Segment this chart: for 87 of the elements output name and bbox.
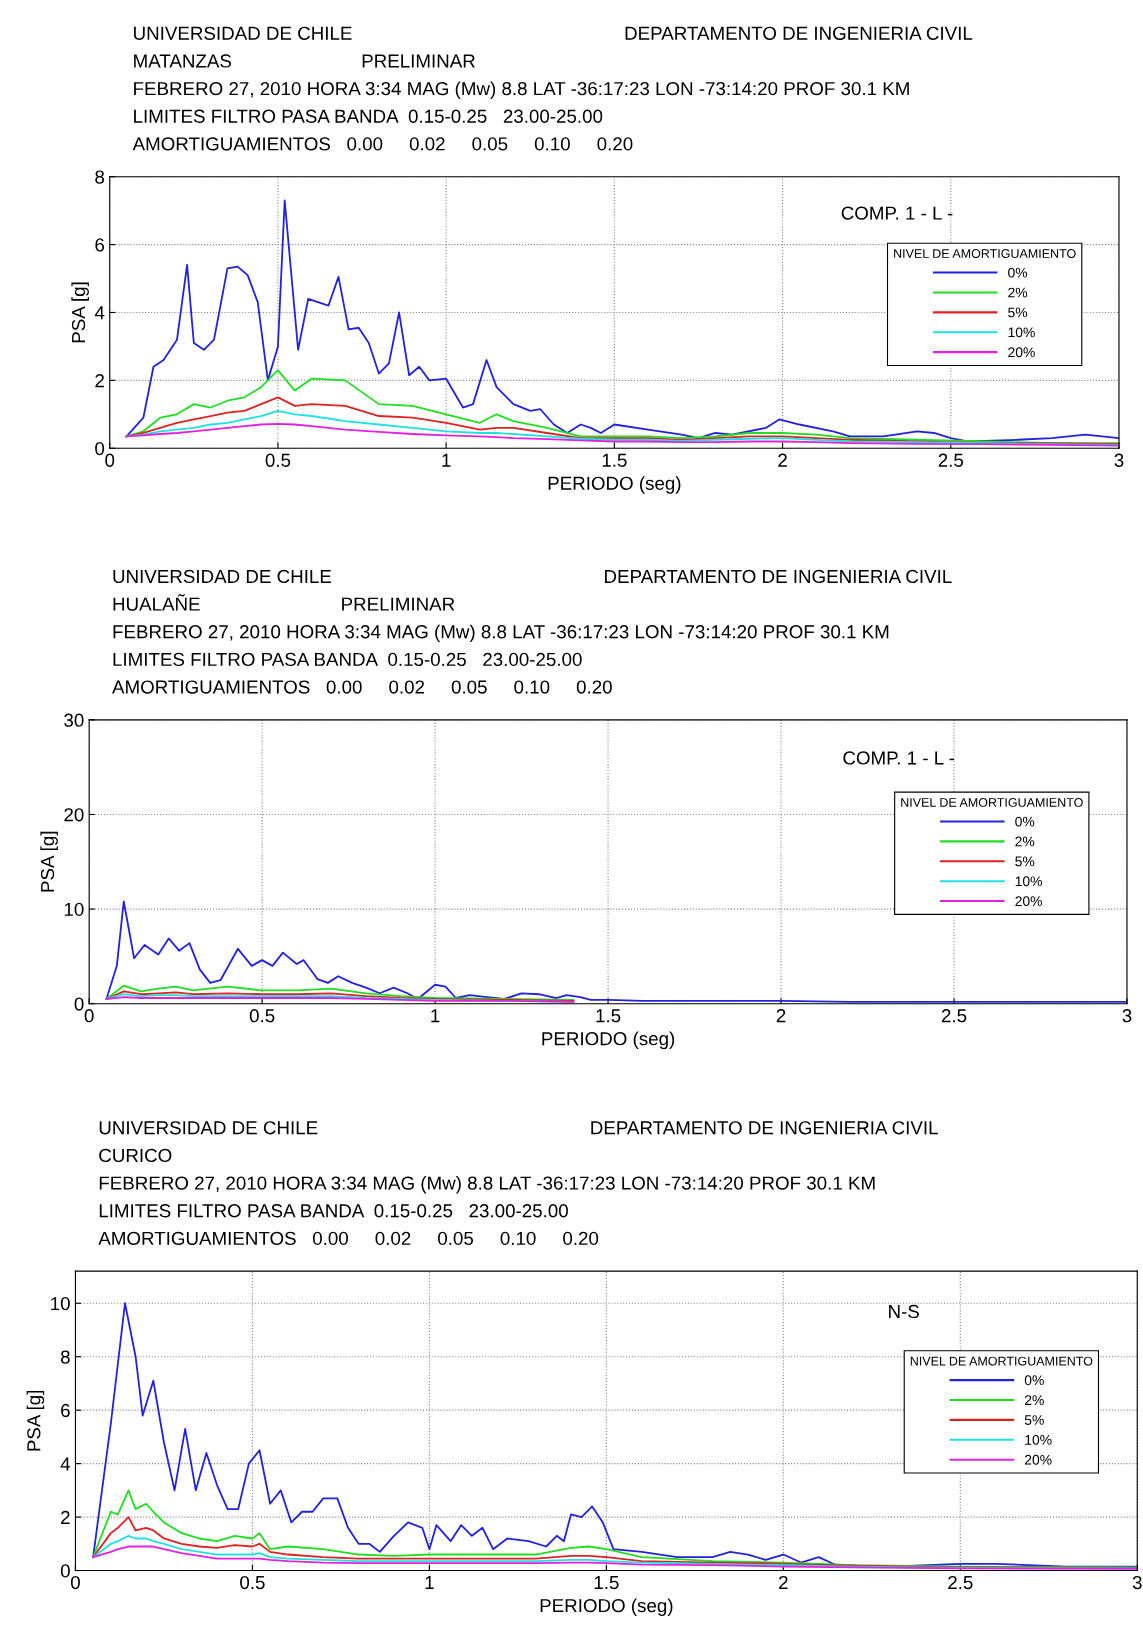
x-tick-label: 0.5 bbox=[249, 1009, 275, 1023]
text: AMORTIGUAMIENTOS 0.00 0.02 0.05 0.10 0.20 bbox=[132, 137, 633, 151]
x-tick-label: 0.5 bbox=[265, 453, 291, 467]
y-axis-title: PSA [g] bbox=[26, 1390, 45, 1451]
y-tick-label: 10 bbox=[51, 1296, 70, 1311]
chart-subtitle: DEPARTAMENTO DE INGENIERIA CIVIL bbox=[605, 569, 952, 584]
text: FEBRERO 27, 2010 HORA 3:34 MAG (Mw) 8.8 LAT -36:17:23 LON -73:14:20 PROF 30.1 KM bbox=[99, 1175, 875, 1194]
x-tick-label: 1.5 bbox=[594, 1576, 619, 1590]
legend-label: 0% bbox=[1024, 1375, 1044, 1386]
legend-title: NIVEL DE AMORTIGUAMIENTO bbox=[901, 798, 1083, 807]
x-tick-label: 3 bbox=[1122, 1009, 1132, 1023]
text: HUALAÑE bbox=[113, 594, 200, 611]
y-tick-label: 20 bbox=[64, 808, 84, 822]
x-tick-label: 1 bbox=[425, 1576, 434, 1590]
annotation: COMP. 1 - L - bbox=[841, 206, 953, 220]
x-tick-label: 2.5 bbox=[948, 1575, 973, 1590]
y-tick-label: 30 bbox=[64, 713, 84, 727]
y-tick-label: 10 bbox=[64, 902, 84, 917]
x-tick-label: 1 bbox=[442, 453, 451, 467]
text: PRELIMINAR bbox=[342, 597, 455, 611]
x-tick-label: 1 bbox=[431, 1009, 440, 1023]
x-tick-label: 2 bbox=[779, 1575, 788, 1590]
annotation: N-S bbox=[889, 1304, 919, 1319]
legend-label: 5% bbox=[1008, 307, 1028, 318]
y-tick-label: 8 bbox=[95, 170, 105, 184]
x-tick-label: 2.5 bbox=[938, 453, 964, 467]
text: LIMITES FILTRO PASA BANDA 0.15-0.25 23.00-25.00 bbox=[99, 1204, 568, 1218]
line-series bbox=[125, 199, 1119, 443]
y-axis-title: PSA [g] bbox=[40, 831, 58, 892]
legend-label: 10% bbox=[1015, 876, 1042, 887]
legend-label: 2% bbox=[1015, 836, 1035, 847]
x-tick-label: 2 bbox=[776, 1009, 786, 1023]
y-tick-label: 0 bbox=[60, 1564, 70, 1578]
legend-label: 20% bbox=[1015, 896, 1042, 907]
y-axis-title: PSA [g] bbox=[71, 282, 89, 343]
legend-label: 20% bbox=[1008, 347, 1035, 358]
x-tick-label: 0 bbox=[105, 453, 115, 467]
line-series bbox=[125, 422, 1119, 447]
chart-title: UNIVERSIDAD DE CHILE bbox=[113, 569, 332, 584]
text: MATANZAS bbox=[134, 54, 232, 68]
text: FEBRERO 27, 2010 HORA 3:34 MAG (Mw) 8.8 LAT -36:17:23 LON -73:14:20 PROF 30.1 KM bbox=[134, 81, 909, 99]
y-tick-label: 0 bbox=[95, 441, 105, 456]
legend-label: 10% bbox=[1025, 1434, 1052, 1445]
text: FEBRERO 27, 2010 HORA 3:34 MAG (Mw) 8.8 LAT -36:17:23 LON -73:14:20 PROF 30.1 KM bbox=[113, 624, 889, 643]
y-tick-label: 2 bbox=[95, 374, 104, 388]
line-series bbox=[92, 1545, 1138, 1570]
chart-title: UNIVERSIDAD DE CHILE bbox=[134, 26, 352, 40]
y-tick-label: 4 bbox=[94, 306, 105, 320]
x-tick-label: 0.5 bbox=[240, 1575, 265, 1590]
y-tick-label: 4 bbox=[60, 1457, 71, 1471]
x-tick-label: 1.5 bbox=[602, 453, 627, 467]
x-tick-label: 0 bbox=[84, 1009, 94, 1023]
chart-subtitle: DEPARTAMENTO DE INGENIERIA CIVIL bbox=[591, 1121, 938, 1135]
legend-label: 5% bbox=[1015, 856, 1035, 867]
y-tick-label: 2 bbox=[61, 1510, 70, 1524]
legend-label: 5% bbox=[1024, 1415, 1044, 1425]
x-tick-label: 3 bbox=[1114, 453, 1124, 467]
legend-label: 0% bbox=[1015, 816, 1035, 827]
annotation: COMP. 1 - L - bbox=[843, 751, 955, 765]
x-axis-title: PERIODO (seg) bbox=[542, 1031, 675, 1050]
text: AMORTIGUAMIENTOS 0.00 0.02 0.05 0.10 0.20 bbox=[112, 680, 612, 694]
legend-label: 2% bbox=[1024, 1395, 1044, 1405]
legend-title: NIVEL DE AMORTIGUAMIENTO bbox=[894, 249, 1076, 258]
chart-title: UNIVERSIDAD DE CHILE bbox=[99, 1121, 318, 1135]
text: PRELIMINAR bbox=[362, 54, 475, 68]
x-tick-label: 2 bbox=[778, 453, 787, 467]
line-series bbox=[105, 984, 575, 1001]
legend-label: 20% bbox=[1024, 1454, 1052, 1465]
text: AMORTIGUAMIENTOS 0.00 0.02 0.05 0.10 0.20 bbox=[98, 1231, 599, 1246]
x-axis-title: PERIODO (seg) bbox=[540, 1598, 673, 1616]
legend-label: 0% bbox=[1008, 267, 1028, 278]
x-tick-label: 3 bbox=[1132, 1575, 1142, 1590]
text: LIMITES FILTRO PASA BANDA 0.15-0.25 23.00-25.00 bbox=[134, 109, 603, 123]
text: CURICO bbox=[99, 1148, 172, 1163]
x-axis-title: PERIODO (seg) bbox=[548, 476, 681, 494]
x-tick-label: 2.5 bbox=[941, 1009, 967, 1023]
chart-subtitle: DEPARTAMENTO DE INGENIERIA CIVIL bbox=[625, 26, 973, 40]
y-tick-label: 6 bbox=[61, 1403, 70, 1418]
legend-label: 2% bbox=[1008, 287, 1028, 298]
text: LIMITES FILTRO PASA BANDA 0.15-0.25 23.00-25.00 bbox=[113, 652, 582, 667]
line-series bbox=[92, 1489, 1138, 1569]
legend-title: NIVEL DE AMORTIGUAMIENTO bbox=[910, 1356, 1093, 1366]
legend-label: 10% bbox=[1008, 327, 1035, 338]
y-tick-label: 8 bbox=[60, 1350, 70, 1364]
y-tick-label: 0 bbox=[74, 997, 84, 1011]
x-tick-label: 1.5 bbox=[596, 1009, 621, 1023]
y-tick-label: 6 bbox=[95, 238, 105, 252]
